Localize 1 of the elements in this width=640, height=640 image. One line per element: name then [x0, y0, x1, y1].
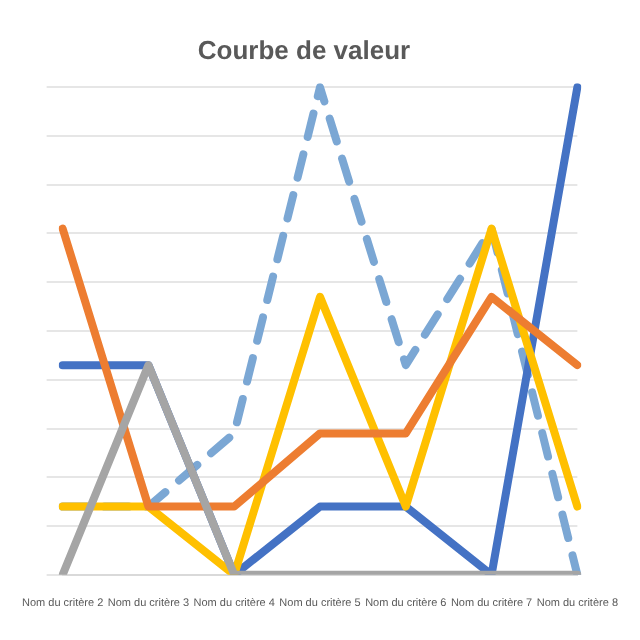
chart-title: Courbe de valeur — [197, 34, 411, 65]
